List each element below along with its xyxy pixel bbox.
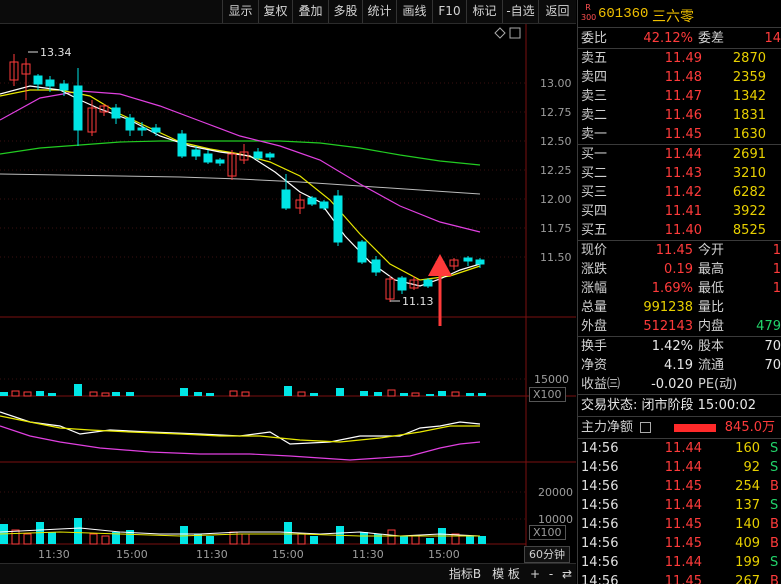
time-tick: 15:00 bbox=[116, 548, 148, 561]
mark-button[interactable]: 标记 bbox=[466, 0, 502, 23]
period-selector[interactable]: 60分钟 bbox=[524, 546, 570, 563]
price-tick: 12.25 bbox=[540, 164, 572, 177]
time-tick: 15:00 bbox=[272, 548, 304, 561]
f10-button[interactable]: F10 bbox=[432, 0, 466, 23]
candlesticks bbox=[9, 54, 485, 302]
bid-row[interactable]: 买三 11.42 6282 bbox=[581, 185, 766, 200]
volume2-unit: X100 bbox=[529, 525, 566, 540]
stat-row: 现价 11.45 今开 1 bbox=[581, 243, 781, 258]
time-tick: 11:30 bbox=[352, 548, 384, 561]
time-tick: 15:00 bbox=[428, 548, 460, 561]
statistics-button[interactable]: 统计 bbox=[362, 0, 396, 23]
ask-row[interactable]: 卖二 11.46 1831 bbox=[581, 108, 766, 123]
ma10-line bbox=[0, 89, 481, 281]
list-icon[interactable] bbox=[640, 422, 651, 433]
tick-row: 14:56 11.44 160 S bbox=[581, 441, 779, 456]
fundamentals: 换手 1.42% 股本 70 净资 4.19 流通 70 收益㈢ -0.020 PE(动) bbox=[578, 337, 781, 395]
ask-row[interactable]: 卖一 11.45 1630 bbox=[581, 127, 766, 142]
zoom-out-button[interactable]: - bbox=[548, 567, 554, 581]
quote-stats: 现价 11.45 今开 1 涨跌 0.19 最高 1 涨幅 1.69% 最低 1 总量 991238… bbox=[578, 241, 781, 337]
low-label: 11.13 bbox=[402, 295, 434, 308]
price-tick: 11.75 bbox=[540, 222, 572, 235]
stat-row: 收益㈢ -0.020 PE(动) bbox=[581, 377, 738, 392]
stat-row: 换手 1.42% 股本 70 bbox=[581, 339, 781, 354]
display-button[interactable]: 显示 bbox=[222, 0, 258, 23]
toggle-icon[interactable]: ⇄ bbox=[561, 567, 573, 581]
ma5-line bbox=[0, 85, 481, 287]
main-net-flow[interactable]: 主力净额 845.0万 bbox=[578, 417, 781, 439]
indicator-button[interactable]: 指标B bbox=[448, 567, 482, 581]
ask-row[interactable]: 卖三 11.47 1342 bbox=[581, 89, 766, 104]
volume-tick: 15000 bbox=[534, 373, 569, 386]
window-icon bbox=[509, 27, 521, 39]
bid-book: 买一 11.44 2691 买二 11.43 3210 买三 11.42 6282 买四 11… bbox=[578, 145, 781, 241]
adjust-button[interactable]: 复权 bbox=[258, 0, 292, 23]
stat-row: 涨跌 0.19 最高 1 bbox=[581, 262, 781, 277]
kline-chart[interactable]: 13.00 12.75 12.50 12.25 12.00 11.75 11.5… bbox=[0, 24, 576, 563]
bid-row[interactable]: 买一 11.44 2691 bbox=[581, 147, 766, 162]
weibi-row: 委比 42.12% 委差 14 bbox=[578, 28, 781, 49]
tick-row: 14:56 11.44 199 S bbox=[581, 555, 779, 570]
stock-code: 601360 bbox=[598, 6, 649, 22]
ask-row[interactable]: 卖五 11.49 2870 bbox=[581, 51, 766, 66]
ask-row[interactable]: 卖四 11.48 2359 bbox=[581, 70, 766, 85]
up-arrow-icon bbox=[428, 254, 452, 326]
tick-row: 14:56 11.45 267 B bbox=[581, 574, 779, 584]
bid-row[interactable]: 买五 11.40 8525 bbox=[581, 223, 766, 238]
stat-row: 涨幅 1.69% 最低 1 bbox=[581, 281, 781, 296]
tick-list: 14:56 11.44 160 S 14:56 11.44 92 S 14:56 11.45 2… bbox=[578, 439, 781, 584]
stat-row: 总量 991238 量比 bbox=[581, 300, 725, 315]
tick-row: 14:56 11.45 140 B bbox=[581, 517, 779, 532]
stock-name: 三六零 bbox=[652, 9, 694, 25]
tick-row: 14:56 11.45 254 B bbox=[581, 479, 779, 494]
tick-row: 14:56 11.45 409 B bbox=[581, 536, 779, 551]
time-tick: 11:30 bbox=[196, 548, 228, 561]
chart-area[interactable]: 13.00 12.75 12.50 12.25 12.00 11.75 11.5… bbox=[0, 24, 576, 563]
template-button[interactable]: 模 板 bbox=[492, 567, 520, 581]
price-tick: 13.00 bbox=[540, 77, 572, 90]
volume-bars bbox=[0, 384, 486, 397]
zoom-in-button[interactable]: + bbox=[529, 567, 541, 581]
remove-watchlist-button[interactable]: -自选 bbox=[502, 0, 538, 23]
overlay-button[interactable]: 叠加 bbox=[292, 0, 328, 23]
back-button[interactable]: 返回 bbox=[538, 0, 576, 23]
stat-row: 净资 4.19 流通 70 bbox=[581, 358, 781, 373]
multi-stock-button[interactable]: 多股 bbox=[328, 0, 362, 23]
stock-header: R 300 601360 三六零 bbox=[578, 0, 781, 28]
volume-unit: X100 bbox=[529, 387, 566, 402]
ask-book: 卖五 11.49 2870 卖四 11.48 2359 卖三 11.47 1342 卖二 11… bbox=[578, 49, 781, 145]
quote-panel: R 300 601360 三六零 委比 42.12% 委差 14 卖五 11.49… bbox=[577, 0, 781, 584]
ma60-line bbox=[0, 140, 481, 166]
diamond-icon[interactable] bbox=[494, 27, 521, 39]
tick-row: 14:56 11.44 92 S bbox=[581, 460, 779, 475]
ma120-line bbox=[0, 173, 481, 195]
time-tick: 11:30 bbox=[38, 548, 70, 561]
price-tick: 12.00 bbox=[540, 193, 572, 206]
indicator-line-magenta bbox=[0, 425, 481, 461]
chart-toolbar: 显示 复权 叠加 多股 统计 画线 F10 标记 -自选 返回 bbox=[0, 0, 576, 24]
tick-row: 14:56 11.44 137 S bbox=[581, 498, 779, 513]
price-tick: 12.75 bbox=[540, 106, 572, 119]
indicator-line-yellow bbox=[0, 415, 480, 443]
price-tick: 12.50 bbox=[540, 135, 572, 148]
draw-line-button[interactable]: 画线 bbox=[396, 0, 432, 23]
flow-bar bbox=[674, 424, 716, 432]
bottom-bar: 60分钟 指标B 模 板 + - ⇄ bbox=[0, 546, 576, 584]
market-badge: R 300 bbox=[581, 3, 597, 22]
bid-row[interactable]: 买四 11.41 3922 bbox=[581, 204, 766, 219]
volume2-tick: 20000 bbox=[538, 486, 573, 499]
trading-status: 交易状态: 闭市阶段 15:00:02 bbox=[578, 395, 781, 417]
price-tick: 11.50 bbox=[540, 251, 572, 264]
volume2-bars bbox=[0, 518, 486, 545]
indicator-line-white bbox=[0, 411, 481, 445]
high-label: 13.34 bbox=[40, 46, 72, 59]
volume2-tick: 10000 bbox=[538, 513, 573, 526]
stat-row: 外盘 512143 内盘 479 bbox=[581, 319, 781, 334]
bid-row[interactable]: 买二 11.43 3210 bbox=[581, 166, 766, 181]
